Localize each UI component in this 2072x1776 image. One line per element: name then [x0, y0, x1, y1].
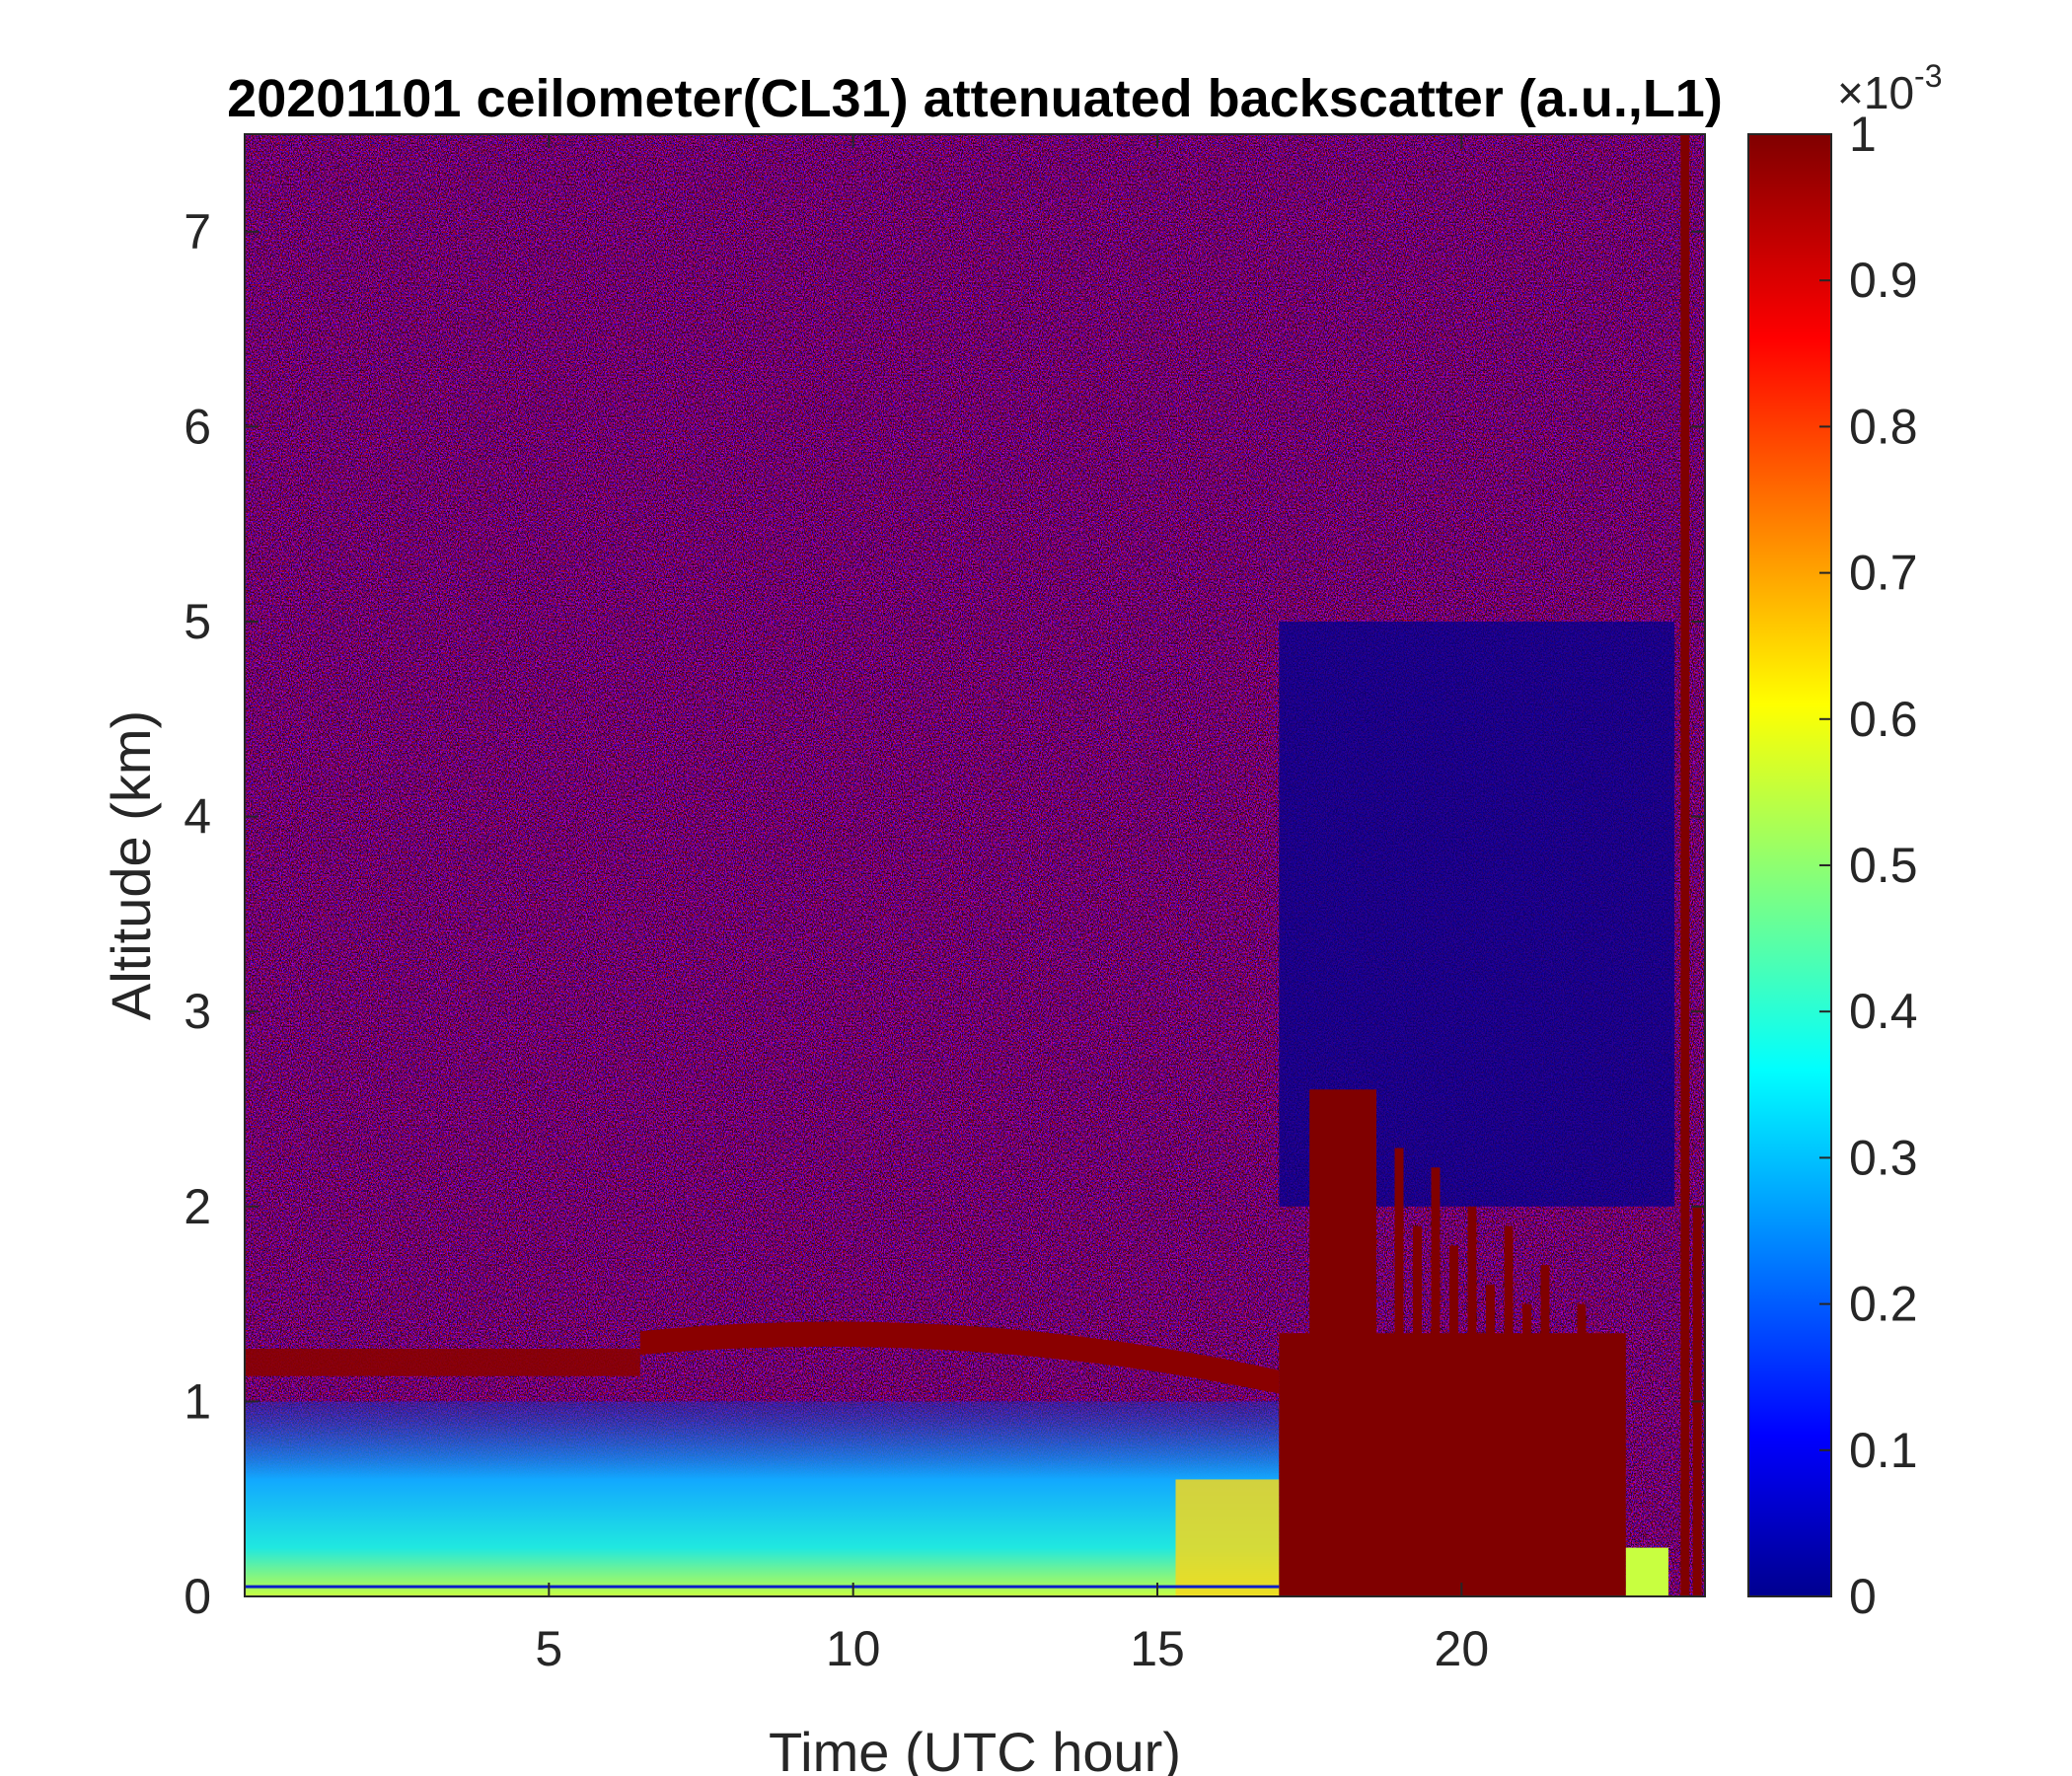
y-tick-label: 0: [184, 1569, 211, 1624]
late-surface-aerosol: [1625, 1547, 1668, 1596]
precipitation-streak: [1431, 1167, 1441, 1596]
precipitation-streak: [1467, 1206, 1477, 1596]
colorbar-gradient: [1748, 134, 1831, 1596]
y-tick-label: 2: [184, 1179, 211, 1234]
x-tick-label: 5: [535, 1621, 562, 1676]
colorbar: 0 0.1 0.2 0.3 0.4 0.5 0.6 0.7 0.8 0.9 1 ×10-3: [1747, 58, 1942, 1624]
plot-area: [245, 134, 1705, 1596]
x-tick-label: 15: [1130, 1621, 1185, 1676]
y-axis: 0 1 2 3 4 5 6 7: [184, 204, 1705, 1624]
colorbar-tick-label: 0.4: [1849, 984, 1918, 1039]
y-tick-label: 7: [184, 204, 211, 259]
precipitation-streak: [1504, 1225, 1514, 1596]
colorbar-exponent: ×10-3: [1837, 58, 1942, 118]
x-tick-label: 10: [826, 1621, 881, 1676]
precipitation-streak: [1595, 1381, 1604, 1596]
colorbar-tick-label: 0.6: [1849, 692, 1918, 747]
precipitation-core: [1309, 1089, 1376, 1596]
y-tick-label: 5: [184, 594, 211, 649]
y-tick-label: 6: [184, 399, 211, 454]
colorbar-tick-label: 0.2: [1849, 1277, 1918, 1332]
y-tick-label: 4: [184, 789, 211, 845]
cloud-layer-midday: [639, 1321, 1280, 1394]
precipitation-streak: [1394, 1147, 1404, 1596]
colorbar-tick-label: 0: [1849, 1569, 1877, 1624]
precipitation-streak: [1413, 1225, 1422, 1596]
cloud-layer-morning: [245, 1349, 640, 1376]
plot-frame: [244, 133, 1706, 1597]
x-axis: 5 10 15 20: [535, 134, 1489, 1676]
colorbar-ticks: 0 0.1 0.2 0.3 0.4 0.5 0.6 0.7 0.8 0.9 1: [1819, 107, 1918, 1624]
boundary-layer-aerosol: [245, 1401, 1280, 1596]
precipitation-streak: [1577, 1303, 1587, 1596]
colorbar-tick-label: 0.8: [1849, 399, 1918, 454]
colorbar-tick-label: 0.9: [1849, 253, 1918, 308]
y-tick-label: 1: [184, 1373, 211, 1429]
colorbar-tick-label: 1: [1849, 107, 1877, 162]
precipitation-streak: [1522, 1303, 1531, 1596]
precipitation-streak: [1449, 1245, 1458, 1596]
precipitation-streak: [1559, 1343, 1568, 1596]
late-aerosol-yellow: [1175, 1479, 1280, 1596]
chart-title: 20201101 ceilometer(CL31) attenuated bac…: [227, 69, 1723, 128]
colorbar-tick-label: 0.1: [1849, 1423, 1918, 1478]
colorbar-tick-label: 0.5: [1849, 838, 1918, 893]
y-axis-label: Altitude (km): [100, 710, 162, 1020]
y-tick-label: 3: [184, 984, 211, 1039]
x-axis-label: Time (UTC hour): [769, 1721, 1181, 1776]
precipitation-streak: [1540, 1265, 1550, 1596]
precipitation-streak: [1486, 1284, 1495, 1596]
colorbar-tick-label: 0.3: [1849, 1130, 1918, 1185]
precipitation-streak: [1680, 134, 1690, 1596]
colorbar-tick-label: 0.7: [1849, 546, 1918, 601]
x-tick-label: 20: [1435, 1621, 1490, 1676]
